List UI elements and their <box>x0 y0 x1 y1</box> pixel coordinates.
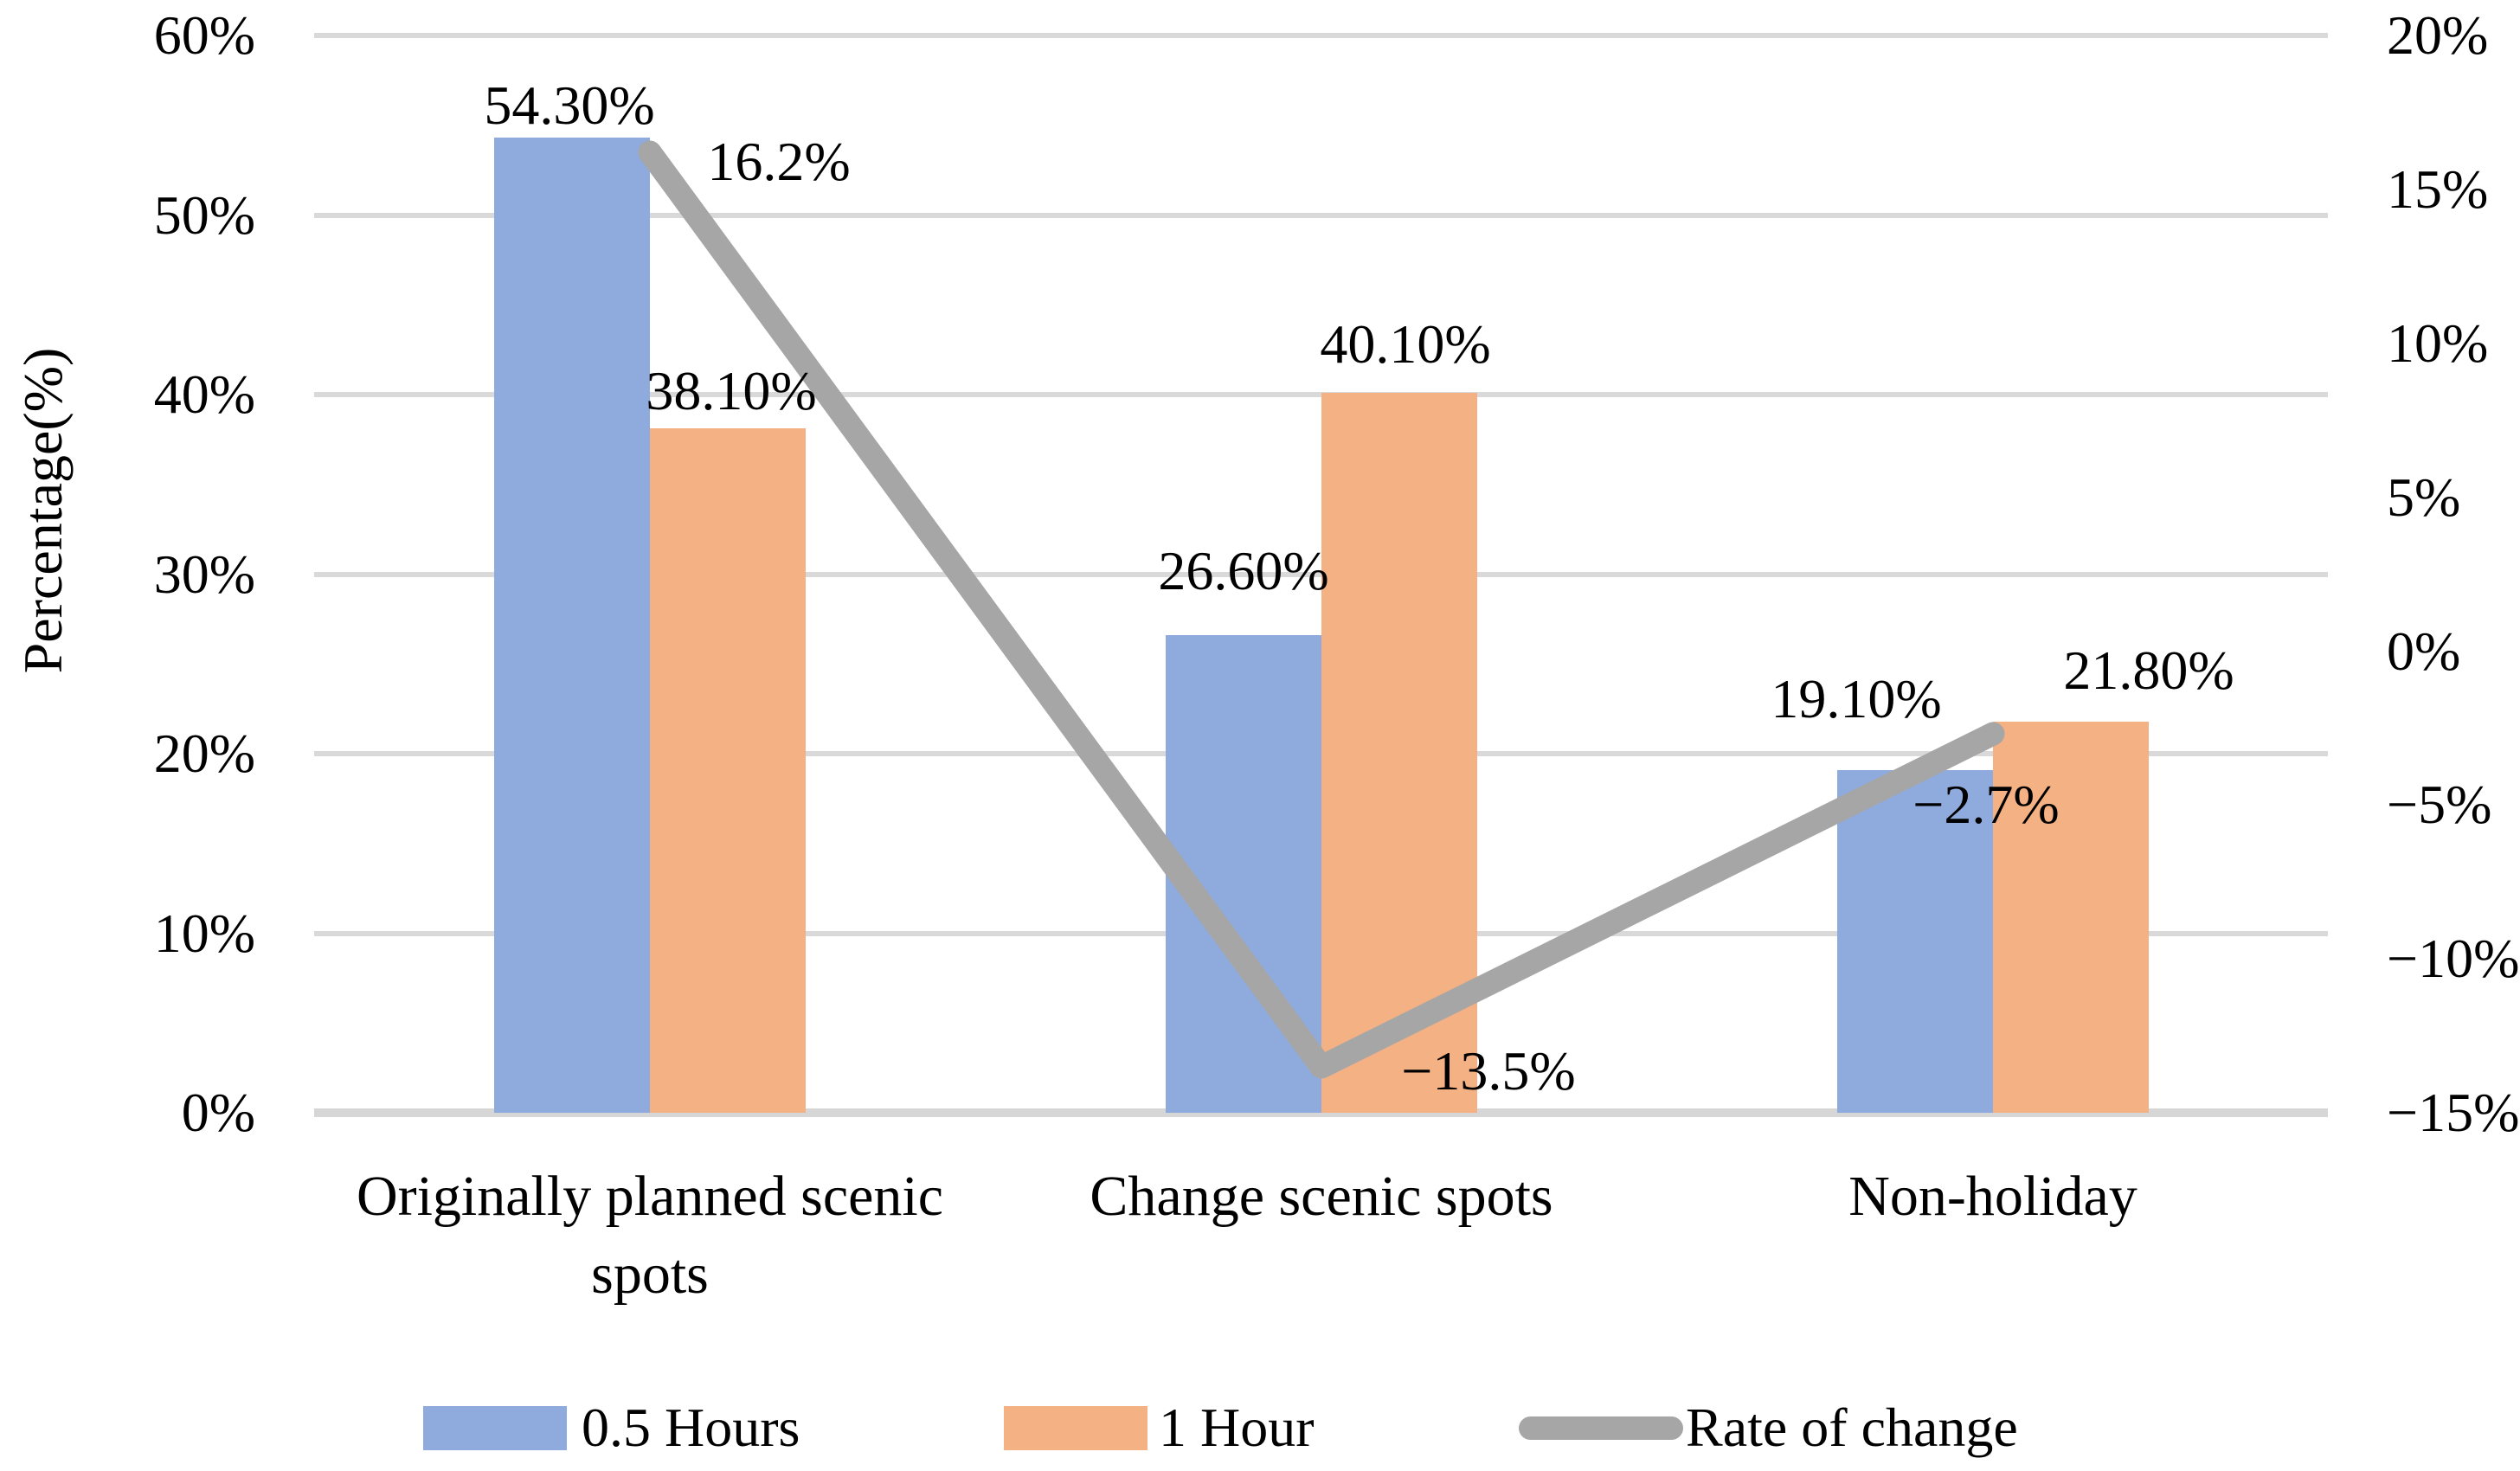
left-tick-20: 20% <box>153 723 255 784</box>
bar-05hours-non-holiday <box>1837 770 1993 1113</box>
data-label-1hour-nonholiday: 21.80% <box>2063 639 2234 701</box>
left-tick-30: 30% <box>153 543 255 605</box>
gridline-60 <box>314 33 2328 38</box>
gridline-30 <box>314 572 2328 577</box>
bar-1hour-non-holiday <box>1993 722 2149 1113</box>
data-label-05hours-originally: 54.30% <box>484 74 655 136</box>
left-tick-0: 0% <box>181 1082 255 1143</box>
left-tick-40: 40% <box>153 363 255 425</box>
x-axis-line <box>314 1108 2328 1117</box>
right-tick-n10: −10% <box>2387 928 2520 989</box>
bar-1hour-originally-planned <box>650 428 806 1113</box>
right-tick-n15: −15% <box>2387 1082 2520 1143</box>
left-tick-10: 10% <box>153 903 255 964</box>
right-tick-20: 20% <box>2387 4 2489 66</box>
legend-swatch-05hours <box>423 1406 567 1450</box>
data-label-rate-nonholiday: −2.7% <box>1912 774 2060 835</box>
left-tick-50: 50% <box>153 184 255 246</box>
right-tick-0: 0% <box>2387 620 2461 682</box>
legend-line-swatch-rate-of-change <box>1519 1416 1683 1440</box>
data-label-rate-change: −13.5% <box>1401 1040 1576 1102</box>
bar-05hours-originally-planned <box>494 138 650 1113</box>
data-label-1hour-change: 40.10% <box>1320 313 1491 375</box>
legend-swatch-1hour <box>1004 1406 1148 1450</box>
category-label-originally-planned: Originally planned scenic spots <box>356 1165 944 1306</box>
data-label-rate-originally: 16.2% <box>707 131 851 192</box>
left-tick-60: 60% <box>153 4 255 66</box>
category-label-non-holiday: Non-holiday <box>1848 1165 2138 1228</box>
category-label-change-spots: Change scenic spots <box>1090 1165 1553 1228</box>
right-tick-10: 10% <box>2387 312 2489 374</box>
data-label-05hours-change: 26.60% <box>1158 540 1329 601</box>
right-tick-n5: −5% <box>2387 774 2492 835</box>
legend-label-rate-of-change: Rate of change <box>1686 1397 2018 1458</box>
legend-label-1hour: 1 Hour <box>1159 1397 1315 1458</box>
data-label-05hours-nonholiday: 19.10% <box>1771 668 1942 729</box>
right-tick-5: 5% <box>2387 466 2461 528</box>
data-label-1hour-originally: 38.10% <box>646 360 817 421</box>
right-tick-15: 15% <box>2387 158 2489 220</box>
gridline-50 <box>314 213 2328 218</box>
legend-label-05hours: 0.5 Hours <box>582 1397 800 1458</box>
gridline-40 <box>314 392 2328 397</box>
